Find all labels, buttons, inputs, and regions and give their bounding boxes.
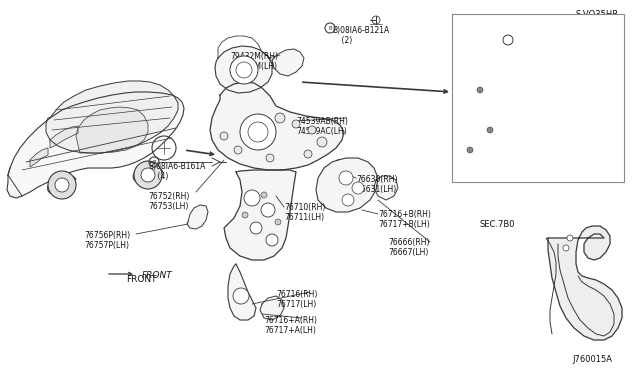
- Circle shape: [240, 114, 276, 150]
- Polygon shape: [210, 82, 344, 170]
- Text: 74539AB(RH)
74539AC(LH): 74539AB(RH) 74539AC(LH): [296, 117, 348, 137]
- Circle shape: [244, 190, 260, 206]
- Text: 76752(RH)
76753(LH): 76752(RH) 76753(LH): [148, 192, 189, 211]
- Text: 76752(RH)
76753(LH): 76752(RH) 76753(LH): [534, 134, 575, 153]
- Text: 76630(RH)
76631(LH): 76630(RH) 76631(LH): [356, 175, 397, 195]
- Polygon shape: [260, 296, 284, 320]
- Text: 76756P(RH)
76757P(LH): 76756P(RH) 76757P(LH): [84, 231, 130, 250]
- Circle shape: [467, 147, 473, 153]
- Circle shape: [275, 219, 281, 225]
- Circle shape: [567, 235, 573, 241]
- Polygon shape: [7, 92, 184, 198]
- Circle shape: [266, 234, 278, 246]
- Circle shape: [220, 132, 228, 140]
- Polygon shape: [76, 107, 148, 153]
- Polygon shape: [374, 176, 398, 200]
- Circle shape: [230, 56, 258, 84]
- Circle shape: [261, 192, 267, 198]
- Circle shape: [55, 178, 69, 192]
- Text: J760015A: J760015A: [572, 355, 612, 364]
- Circle shape: [141, 168, 155, 182]
- Text: B: B: [328, 26, 332, 31]
- Text: SEC.7B0: SEC.7B0: [480, 220, 515, 229]
- Circle shape: [308, 126, 316, 134]
- Text: B)08IA6-B121A
    (2): B)08IA6-B121A (2): [332, 26, 389, 45]
- Circle shape: [563, 245, 569, 251]
- Text: 76666(RH)
76667(LH): 76666(RH) 76667(LH): [388, 238, 429, 257]
- Circle shape: [261, 203, 275, 217]
- Polygon shape: [272, 49, 304, 76]
- Text: FRONT: FRONT: [142, 271, 173, 280]
- Circle shape: [339, 171, 353, 185]
- Text: 76716+A(RH)
76717+A(LH): 76716+A(RH) 76717+A(LH): [264, 316, 317, 336]
- Circle shape: [292, 120, 300, 128]
- Polygon shape: [228, 264, 256, 320]
- Circle shape: [48, 171, 76, 199]
- Polygon shape: [30, 148, 48, 167]
- Circle shape: [352, 182, 364, 194]
- Circle shape: [250, 222, 262, 234]
- Polygon shape: [316, 158, 378, 212]
- Circle shape: [134, 161, 162, 189]
- Circle shape: [266, 154, 274, 162]
- Circle shape: [342, 194, 354, 206]
- Text: 76710(RH)
76711(LH): 76710(RH) 76711(LH): [284, 203, 325, 222]
- Text: FRONT: FRONT: [126, 275, 157, 284]
- Circle shape: [233, 288, 249, 304]
- Circle shape: [477, 87, 483, 93]
- Polygon shape: [215, 46, 272, 93]
- Polygon shape: [50, 126, 78, 148]
- Circle shape: [242, 212, 248, 218]
- Polygon shape: [458, 38, 522, 172]
- Circle shape: [234, 146, 242, 154]
- Text: 79432M(RH)
79433M(LH): 79432M(RH) 79433M(LH): [230, 52, 278, 71]
- Text: B: B: [152, 160, 156, 164]
- Text: 76716(RH)
76717(LH): 76716(RH) 76717(LH): [276, 290, 317, 310]
- FancyBboxPatch shape: [452, 14, 624, 182]
- Polygon shape: [187, 205, 208, 229]
- Circle shape: [304, 150, 312, 158]
- Circle shape: [317, 137, 327, 147]
- Polygon shape: [46, 81, 178, 153]
- Text: S.VQ35HR: S.VQ35HR: [576, 10, 619, 19]
- Circle shape: [487, 127, 493, 133]
- Text: B)08IA6-B161A
    (4): B)08IA6-B161A (4): [148, 162, 205, 182]
- Polygon shape: [224, 170, 296, 260]
- Polygon shape: [548, 226, 622, 340]
- Text: 76716+B(RH)
76717+B(LH): 76716+B(RH) 76717+B(LH): [378, 210, 431, 230]
- Circle shape: [275, 113, 285, 123]
